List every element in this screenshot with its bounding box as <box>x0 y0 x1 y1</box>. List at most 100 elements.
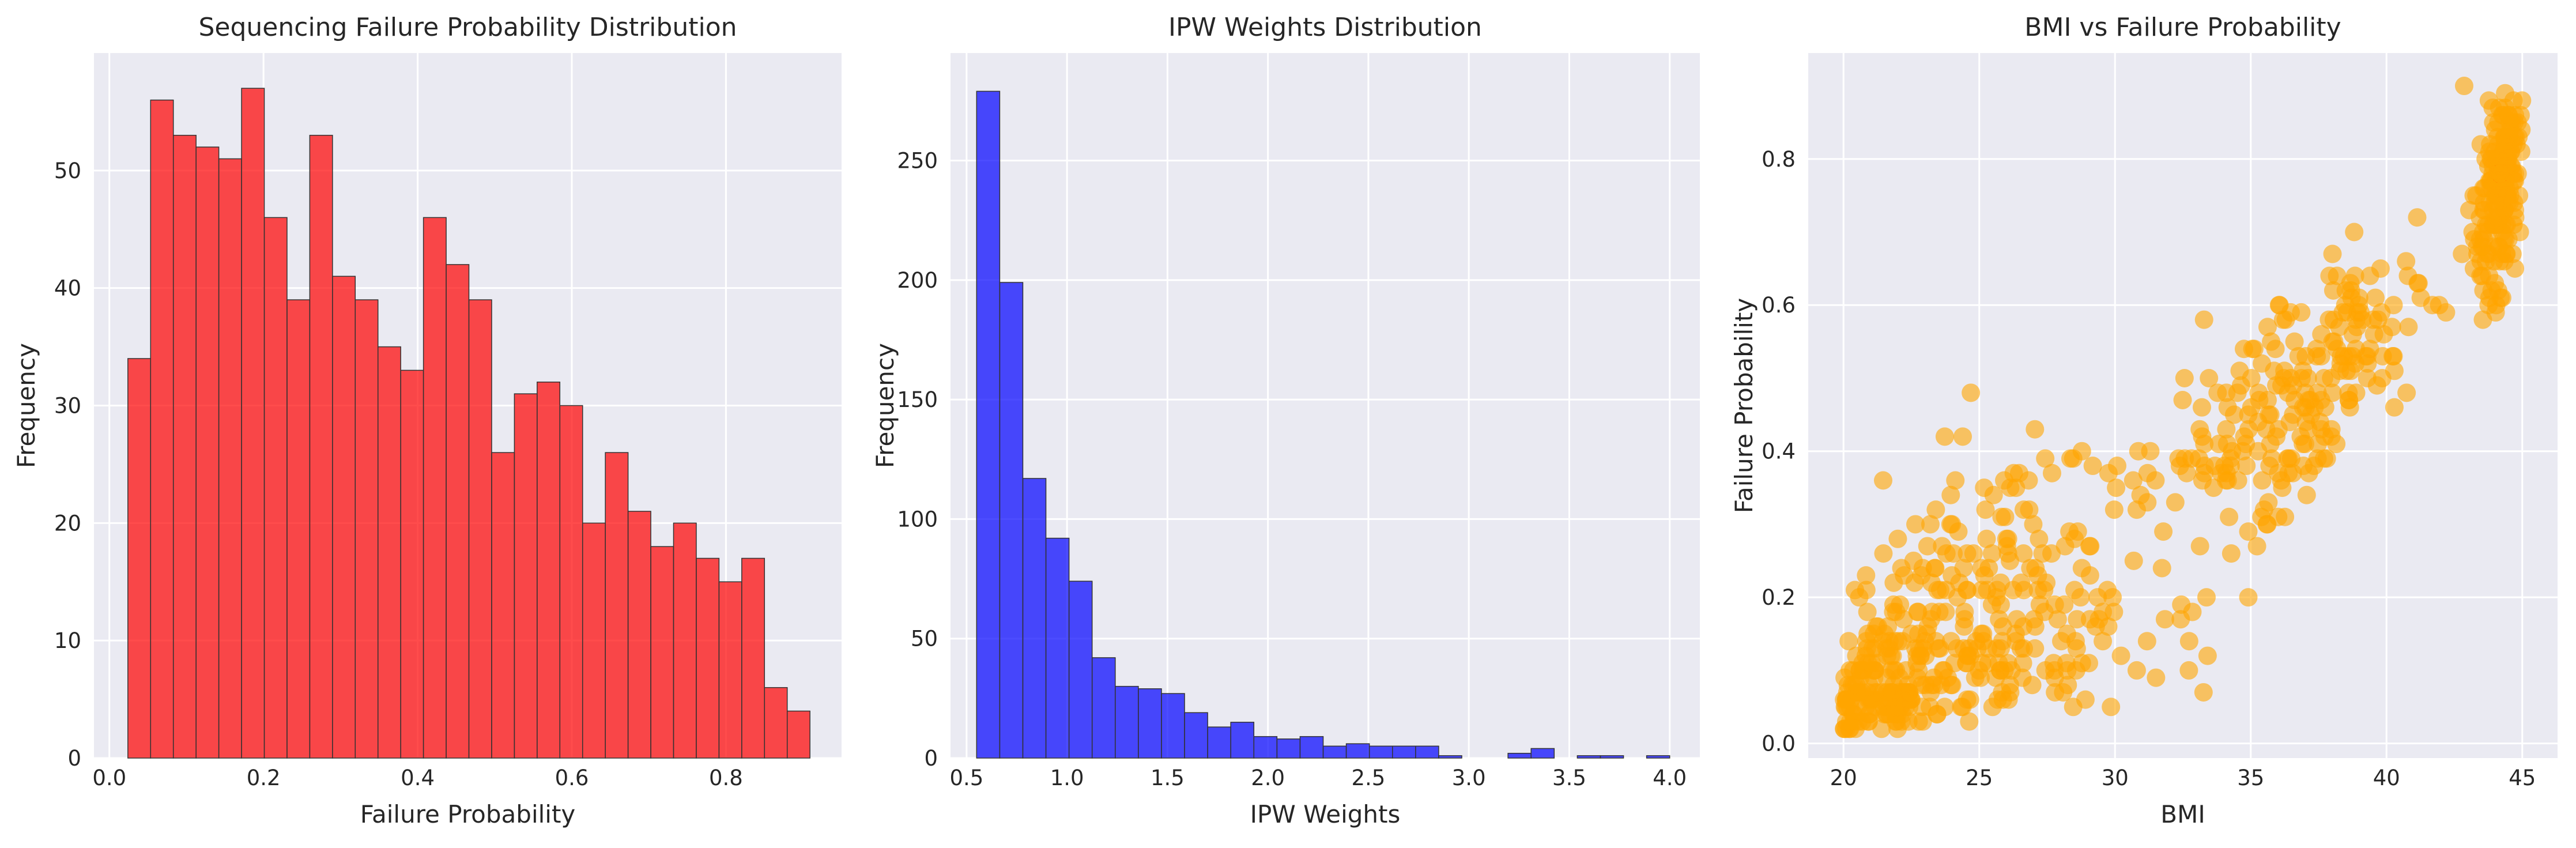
scatter-point <box>2340 390 2359 409</box>
scatter-point <box>2192 398 2211 417</box>
scatter-point <box>1936 602 1955 621</box>
x-tick-label: 25 <box>1966 766 1993 790</box>
scatter-point <box>1979 639 1998 658</box>
scatter-point <box>2484 113 2503 132</box>
scatter-point <box>2042 463 2061 483</box>
scatter-point <box>1909 661 1928 680</box>
scatter-point <box>2094 602 2113 621</box>
histogram-bar <box>559 405 583 759</box>
x-tick-label: 4.0 <box>1653 766 1687 790</box>
x-tick-label: 2.0 <box>1251 766 1285 790</box>
scatter-point <box>2154 522 2173 541</box>
scatter-point <box>2296 346 2315 365</box>
scatter-point <box>2324 310 2343 329</box>
chart-title: BMI vs Failure Probability <box>2024 13 2341 42</box>
scatter-point <box>1995 471 2014 490</box>
scatter-point <box>2460 201 2479 220</box>
scatter-point <box>2315 427 2334 446</box>
scatter-point <box>1877 668 1896 687</box>
histogram-bar <box>354 299 379 759</box>
scatter-point <box>2249 383 2268 402</box>
x-tick-label: 3.0 <box>1452 766 1486 790</box>
scatter-point <box>1850 588 1869 607</box>
scatter-point <box>2411 288 2430 307</box>
scatter-point <box>2054 683 2073 702</box>
scatter-point <box>2014 544 2033 563</box>
scatter-point <box>2243 340 2262 359</box>
scatter-point <box>2323 244 2342 263</box>
scatter-point <box>2171 610 2190 629</box>
scatter-point <box>2397 252 2416 271</box>
histogram-bar <box>650 546 674 759</box>
histogram-bar <box>627 511 651 759</box>
scatter-point <box>2294 361 2313 380</box>
histogram-failure-probability: 0.0 0.2 0.4 0.6 0.8 0 10 20 30 40 50 Sequencing Fai… <box>12 13 842 828</box>
scatter-point <box>2408 274 2427 293</box>
histogram-bar <box>195 146 220 759</box>
histogram-bar <box>377 346 401 759</box>
scatter-point <box>2072 559 2091 578</box>
histogram-bar <box>1646 755 1670 759</box>
scatter-point <box>2261 435 2280 454</box>
scatter-point <box>2033 544 2052 563</box>
scatter-point <box>2051 632 2070 651</box>
scatter-point <box>2472 237 2491 256</box>
histogram-bar <box>218 158 242 759</box>
scatter-point <box>1874 471 1892 490</box>
y-axis-label: Frequency <box>871 343 899 468</box>
scatter-point <box>2295 435 2314 454</box>
histogram-bar <box>1507 752 1532 759</box>
scatter-point <box>2294 457 2313 476</box>
scatter-point <box>2323 383 2342 402</box>
histogram-bar <box>1068 581 1093 759</box>
scatter-point <box>2102 698 2121 717</box>
scatter-point <box>2258 515 2277 534</box>
scatter-point <box>1869 617 1888 636</box>
scatter-point <box>2247 537 2266 556</box>
scatter-point <box>2194 683 2213 702</box>
x-tick-label: 0.5 <box>949 766 983 790</box>
scatter-point <box>2068 522 2087 541</box>
scatter-point <box>1874 544 1893 563</box>
histogram-bar <box>491 452 515 759</box>
scatter-point <box>1857 566 1876 585</box>
scatter-point <box>1982 595 2001 614</box>
scatter-point <box>1991 573 2010 592</box>
scatter-point <box>2220 507 2239 526</box>
histogram-bar <box>786 710 810 759</box>
scatter-point <box>2345 223 2364 242</box>
scatter-point <box>2382 318 2401 337</box>
scatter-point <box>2297 485 2316 504</box>
scatter-point <box>1946 471 1965 490</box>
histogram-bar <box>605 452 629 759</box>
histogram-bar <box>718 581 742 759</box>
scatter-point <box>1943 515 1962 534</box>
scatter-point <box>2373 346 2392 365</box>
scatter-point <box>1878 646 1897 665</box>
scatter-point <box>2068 610 2087 629</box>
histogram-bar <box>1600 755 1624 759</box>
scatter-point <box>2072 442 2091 461</box>
scatter-point <box>2367 376 2386 395</box>
scatter-point <box>2239 420 2258 439</box>
scatter-point <box>1847 676 1866 695</box>
scatter-point <box>2127 661 2146 680</box>
scatter-point <box>2285 332 2304 351</box>
histogram-bar <box>1045 537 1070 759</box>
x-tick-label: 30 <box>2102 766 2129 790</box>
x-tick-label: 0.0 <box>92 766 126 790</box>
scatter-point <box>2194 310 2213 329</box>
scatter-point <box>2138 493 2157 512</box>
scatter-point <box>2166 493 2185 512</box>
scatter-point <box>2266 340 2285 359</box>
scatter-point <box>2200 368 2219 387</box>
scatter-point <box>2055 537 2075 556</box>
scatter-point <box>2124 551 2143 570</box>
scatter-point <box>2175 368 2194 387</box>
scatter-point <box>1840 661 1860 680</box>
scatter-point <box>1925 559 1944 578</box>
y-tick-label: 0.2 <box>1762 585 1796 610</box>
scatter-point <box>2198 646 2217 665</box>
y-tick-label: 50 <box>911 627 938 651</box>
scatter-point <box>1935 698 1954 717</box>
